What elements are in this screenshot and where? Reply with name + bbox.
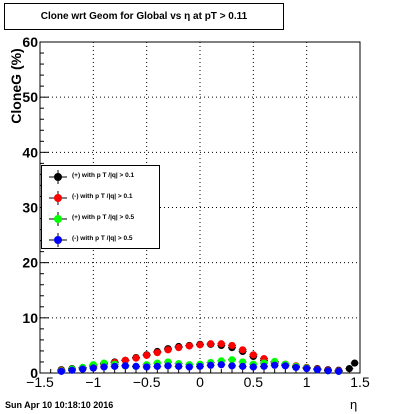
data-point-series-3 [292,363,300,372]
data-point-series-3 [249,363,257,371]
legend-entry-plus-pt01: (+) with p T /|q| > 0.1 [42,167,159,187]
data-point-series-1 [121,356,129,364]
data-point-series-3 [271,361,279,369]
y-tick-label: 30 [22,200,38,216]
data-point-series-0 [345,364,353,373]
data-point-series-1 [153,348,161,357]
data-point-series-3 [239,362,247,370]
data-point-series-3 [153,362,161,370]
y-axis-label: CloneG (%) [8,48,24,124]
data-point-series-3 [132,362,140,370]
chart-title: Clone wrt Geom for Global vs η at pT > 0… [4,3,284,30]
data-point-series-3 [100,363,108,371]
legend-entry-plus-pt05: (+) with p T /|q| > 0.5 [42,209,159,229]
data-point-series-3 [335,367,343,375]
data-point-series-3 [79,365,87,373]
x-tick-label: −1.5 [26,374,54,390]
y-tick-label: 20 [22,255,38,271]
data-point-series-1 [217,340,225,348]
data-point-series-3 [111,362,119,370]
data-point-series-3 [313,366,321,374]
data-point-series-3 [164,362,172,370]
y-tick-label: 0 [30,365,38,381]
data-point-series-3 [217,361,225,369]
data-point-series-3 [228,362,236,370]
data-point-series-1 [196,341,204,349]
data-point-series-3 [260,362,268,370]
data-point-series-3 [196,362,204,370]
legend-marker-blue [49,233,67,247]
data-point-series-1 [132,354,140,362]
data-point-series-1 [228,341,236,350]
x-tick-label: 0 [196,374,204,390]
legend-marker-red [49,191,67,205]
data-point-series-3 [57,367,65,375]
data-point-series-3 [175,362,183,370]
y-tick-label: 60 [22,34,38,50]
legend-entry-minus-pt01: (-) with p T /|q| > 0.1 [42,188,159,208]
data-point-series-1 [175,344,183,352]
data-point-series-3 [324,367,332,375]
x-tick-label: 1.5 [350,374,370,390]
data-point-series-3 [281,362,289,370]
data-point-series-3 [143,363,151,371]
data-point-series-2 [228,356,236,364]
legend: (+) with p T /|q| > 0.1 (-) with p T /|q… [41,165,160,249]
data-point-series-3 [303,364,311,373]
data-point-series-3 [121,362,129,370]
data-point-series-3 [68,366,76,374]
data-point-series-1 [164,346,172,354]
data-point-series-1 [207,340,215,348]
legend-label: (+) with p T /|q| > 0.1 [72,172,135,179]
legend-entry-minus-pt05: (-) with p T /|q| > 0.5 [42,230,159,250]
data-point-series-1 [239,346,247,354]
y-tick-label: 50 [22,89,38,105]
legend-label: (-) with p T /|q| > 0.1 [72,193,133,200]
data-point-series-3 [207,361,215,369]
legend-marker-black [49,170,67,184]
data-point-series-1 [249,351,257,359]
legend-label: (+) with p T /|q| > 0.5 [72,214,135,221]
legend-marker-green [49,212,67,226]
data-point-series-1 [185,342,193,350]
legend-label: (-) with p T /|q| > 0.5 [72,235,133,242]
x-tick-label: −1 [85,374,101,390]
timestamp-label: Sun Apr 10 10:18:10 2016 [5,400,114,410]
data-point-series-3 [185,363,193,371]
y-tick-label: 40 [22,144,38,160]
x-axis-label: η [350,397,358,412]
data-point-series-0 [351,359,359,367]
data-point-series-3 [89,364,97,372]
x-tick-label: 0.5 [244,374,264,390]
x-tick-label: 1 [303,374,311,390]
data-point-series-1 [143,351,151,359]
y-tick-label: 10 [22,310,38,326]
x-tick-label: −0.5 [133,374,161,390]
